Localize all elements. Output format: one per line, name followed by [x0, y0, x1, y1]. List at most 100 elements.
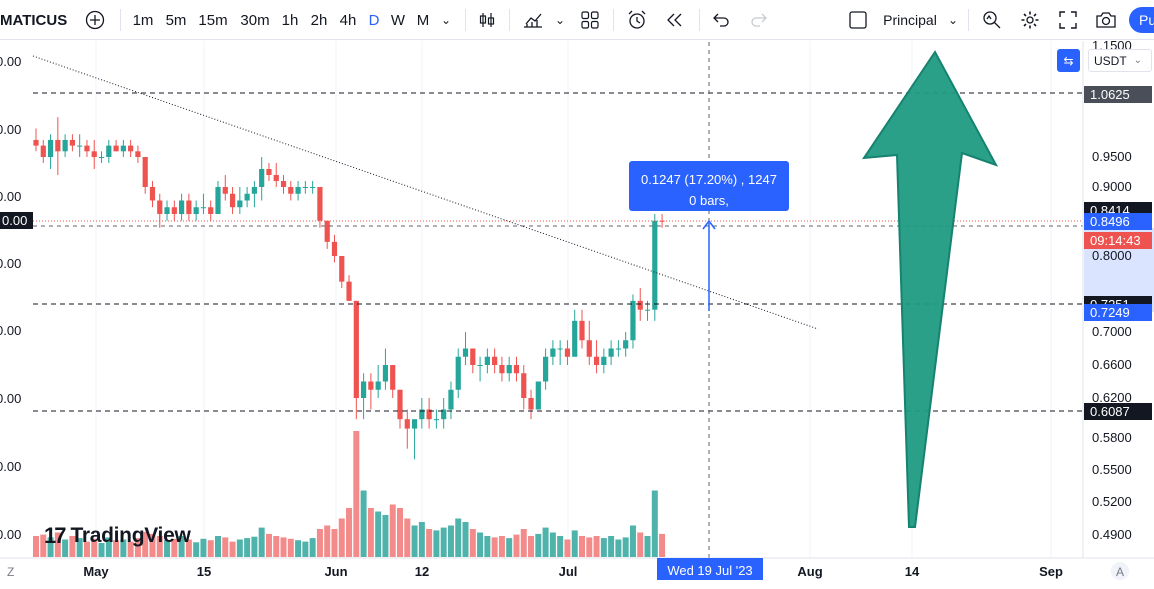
candle-body — [484, 356, 490, 365]
interval-1h[interactable]: 1h — [281, 11, 299, 29]
currency-select[interactable]: USDT ⌄ — [1088, 49, 1152, 72]
volume-bar — [367, 508, 374, 557]
interval-d[interactable]: D — [368, 11, 380, 29]
candle-body — [33, 139, 39, 146]
chevron-down-icon: ⌄ — [440, 13, 452, 27]
candle-body — [353, 300, 359, 398]
candle-body — [280, 181, 287, 187]
volume-bar — [469, 529, 476, 557]
auto-scale-label[interactable]: A — [1116, 565, 1124, 579]
rewind-icon — [667, 13, 682, 27]
time-tick: Aug — [797, 564, 822, 579]
interval-5m[interactable]: 5m — [165, 11, 187, 29]
trendline[interactable] — [32, 55, 819, 330]
price-tick: 0.9500 — [1092, 149, 1132, 164]
volume-bar — [382, 515, 389, 557]
volume-bar — [462, 522, 469, 557]
candle-body — [644, 309, 651, 311]
templates-button[interactable] — [577, 0, 603, 40]
interval-2h[interactable]: 2h — [310, 11, 328, 29]
undo-icon — [713, 13, 729, 27]
volume-bar — [265, 533, 272, 557]
replay-button[interactable] — [662, 0, 688, 40]
square-icon — [849, 11, 867, 29]
auto-scale-button[interactable] — [1111, 562, 1129, 580]
candle-body — [244, 193, 250, 201]
screenshot-button[interactable] — [1092, 0, 1120, 40]
publish-button[interactable]: Pu — [1129, 7, 1154, 33]
volume-bar — [273, 536, 280, 557]
bullish-arrow-drawing[interactable] — [862, 50, 999, 528]
left-price-tick: 0.00 — [0, 391, 21, 406]
layout-name[interactable]: Principal — [883, 12, 937, 28]
indicators-dropdown[interactable]: ⌄ — [552, 0, 568, 40]
candle-body — [157, 200, 163, 214]
measure-bars: 0 bars, — [689, 193, 729, 208]
indicators-icon — [524, 13, 542, 28]
time-scale-left-corner[interactable]: Z — [7, 565, 14, 579]
candle-body — [382, 365, 389, 382]
time-tick: May — [83, 564, 109, 579]
currency-label: USDT — [1094, 53, 1127, 68]
interval-m[interactable]: M — [416, 11, 430, 29]
volume-bar — [571, 530, 578, 557]
settings-button[interactable] — [1017, 0, 1043, 40]
volume-bar — [316, 529, 323, 557]
price-tick: 0.5200 — [1092, 494, 1132, 509]
candle-body — [273, 175, 279, 181]
candle-body — [543, 356, 549, 382]
candle-body — [550, 348, 556, 357]
tag-level-top: 1.0625 — [1084, 86, 1152, 103]
left-price-tick: 0.00 — [0, 527, 21, 542]
add-symbol-button[interactable] — [83, 0, 107, 40]
interval-15m[interactable]: 15m — [198, 11, 228, 29]
chart-type-button[interactable] — [474, 0, 500, 40]
interval-dropdown[interactable]: ⌄ — [437, 0, 455, 40]
volume-bar — [389, 504, 396, 557]
candle-body — [572, 320, 578, 357]
interval-4h[interactable]: 4h — [339, 11, 357, 29]
candle-body — [535, 381, 541, 410]
volume-bar — [302, 541, 309, 557]
candle-body — [317, 187, 323, 221]
chevron-down-icon: ⌄ — [947, 13, 959, 27]
candle-body — [637, 300, 643, 310]
volume-bar — [659, 533, 666, 557]
volume-bar — [455, 518, 462, 557]
volume-bar — [491, 537, 498, 557]
toolbar-divider — [699, 9, 700, 31]
candle-body — [77, 145, 83, 147]
alarm-clock-icon — [628, 10, 646, 29]
scale-sync-button[interactable]: ⇆ — [1057, 49, 1080, 72]
tag-countdown: 09:14:43 — [1084, 232, 1152, 249]
candle-body — [608, 348, 614, 357]
toolbar-divider — [509, 9, 510, 31]
candle-body — [528, 398, 534, 410]
symbol-name: MATICUS — [0, 11, 68, 29]
volume-bar — [236, 539, 243, 557]
volume-bar — [134, 538, 141, 557]
quick-search-button[interactable] — [979, 0, 1005, 40]
candle-body — [404, 419, 410, 429]
tag-last-price: 0.8496 — [1084, 213, 1152, 230]
indicators-button[interactable] — [519, 0, 547, 40]
redo-button[interactable] — [747, 0, 771, 40]
undo-button[interactable] — [709, 0, 733, 40]
volume-bar — [426, 529, 433, 557]
volume-bar — [149, 533, 156, 557]
top-toolbar: MATICUS 1m 5m 15m 30m 1h 2h 4h D W M ⌄ ⌄ — [0, 0, 1154, 40]
candle-body — [40, 145, 46, 157]
candle-body — [557, 348, 563, 350]
fullscreen-button[interactable] — [1055, 0, 1081, 40]
candle-body — [390, 365, 396, 390]
layout-checkbox[interactable] — [846, 0, 870, 40]
candle-body — [208, 207, 214, 214]
layout-dropdown[interactable]: ⌄ — [945, 0, 961, 40]
interval-w[interactable]: W — [390, 11, 406, 29]
alert-button[interactable] — [623, 0, 651, 40]
interval-30m[interactable]: 30m — [240, 11, 270, 29]
price-tick: 0.5800 — [1092, 430, 1132, 445]
symbol-search[interactable]: MATICUS — [0, 0, 70, 40]
interval-1m[interactable]: 1m — [132, 11, 154, 29]
